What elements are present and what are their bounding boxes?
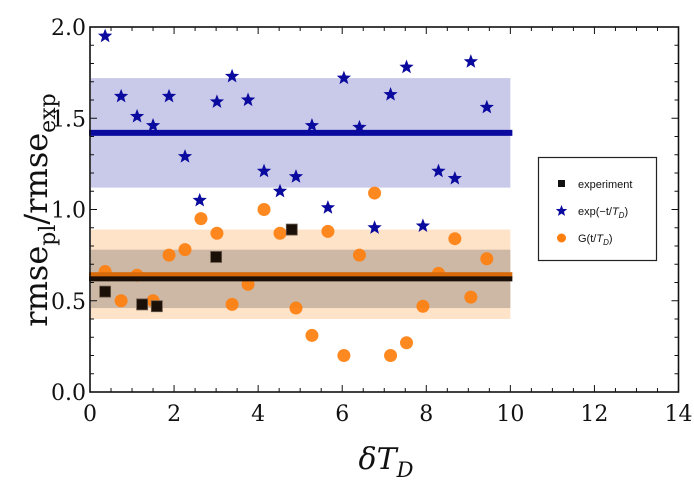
gaussian-point (400, 336, 414, 350)
tick-labels: 0 2 4 6 8 10 12 14 0.0 0.5 1.0 1.5 2.0 (51, 16, 693, 427)
gaussian-point (305, 328, 319, 342)
legend-box (537, 156, 658, 262)
exp-point (161, 88, 177, 103)
exp-point (98, 28, 113, 43)
gaussian-point (289, 301, 303, 315)
legend-item-gaussian: G(t/TD) (557, 233, 613, 247)
exp-point (240, 92, 256, 107)
legend-label-exp: exp(−t/TD) (578, 206, 628, 220)
gaussian-point (225, 297, 239, 311)
x-tick-label: 0 (83, 402, 97, 427)
mean-lines-layer (89, 129, 513, 282)
exp-point (463, 54, 478, 68)
exp-mean-line (89, 129, 513, 136)
legend-star-marker (555, 205, 568, 216)
legend: experiment exp(−t/TD) G(t/TD) (537, 156, 658, 262)
axis-ticks (89, 26, 679, 393)
legend-circle-marker (557, 233, 566, 243)
exp-point (177, 149, 193, 163)
gaussian-point (352, 248, 366, 262)
x-tick-label: 4 (251, 402, 265, 427)
exp-point (256, 163, 272, 178)
exp-point (447, 170, 462, 185)
y-tick-label: 0.0 (51, 381, 86, 406)
gaussian-point (257, 203, 271, 216)
bands-layer (91, 78, 511, 319)
x-tick-label: 6 (335, 402, 349, 427)
x-axis-title: δTD (359, 442, 414, 482)
exp-point (209, 94, 225, 108)
exp-point (192, 192, 207, 207)
experiment-mean-line (89, 276, 513, 282)
y-tick-label: 1.0 (51, 199, 86, 224)
y-tick-label: 2.0 (51, 16, 86, 41)
y-axis-title: rmsepl/rmseexp (17, 93, 61, 326)
experiment-point (99, 285, 112, 298)
gaussian-point (337, 349, 351, 362)
legend-square-marker (558, 180, 565, 187)
exp-point (304, 118, 320, 132)
exp-point (431, 163, 446, 178)
gaussian-point (448, 232, 462, 246)
gaussian-point (210, 226, 224, 240)
exp-point (352, 119, 367, 134)
x-tick-label: 10 (496, 402, 524, 427)
exp-point (367, 220, 382, 234)
exp-point (145, 118, 161, 132)
exp-point (129, 108, 145, 123)
legend-item-exp: exp(−t/TD) (555, 205, 628, 220)
gaussian-point (416, 299, 430, 313)
x-tick-label: 12 (580, 402, 608, 427)
exp-point (399, 59, 414, 74)
exp-point (113, 88, 129, 103)
gaussian-point (464, 290, 478, 304)
experiment-point (136, 298, 149, 311)
y-tick-label: 1.5 (51, 107, 86, 132)
gaussian-point (162, 248, 176, 262)
gaussian-point (178, 243, 192, 257)
experiment-point (150, 300, 163, 313)
gaussian-point (321, 224, 335, 238)
gaussian-point (194, 212, 208, 226)
experiment-point (285, 223, 298, 236)
y-tick-label: 0.5 (51, 290, 86, 315)
gaussian-point (273, 226, 287, 240)
gaussian-point (368, 186, 382, 200)
gaussian-mean-line (89, 272, 513, 279)
gaussian-point (480, 252, 494, 266)
experiment-point (210, 251, 223, 263)
gaussian-point (384, 349, 398, 362)
legend-label-experiment: experiment (578, 179, 632, 191)
exp-point (224, 68, 240, 83)
x-tick-label: 2 (167, 402, 181, 427)
exp-point (320, 200, 336, 214)
legend-item-experiment: experiment (558, 179, 632, 191)
exp-point (336, 70, 352, 85)
exp-point (272, 183, 288, 198)
exp-point (415, 218, 431, 232)
exp-point (288, 169, 304, 183)
x-tick-label: 14 (665, 402, 693, 427)
gaussian-point (114, 294, 128, 308)
x-tick-label: 8 (419, 402, 433, 427)
exp-point (479, 99, 494, 114)
legend-label-gaussian: G(t/TD) (578, 233, 613, 247)
exp-point (383, 87, 398, 101)
top-points-layer (98, 28, 494, 313)
